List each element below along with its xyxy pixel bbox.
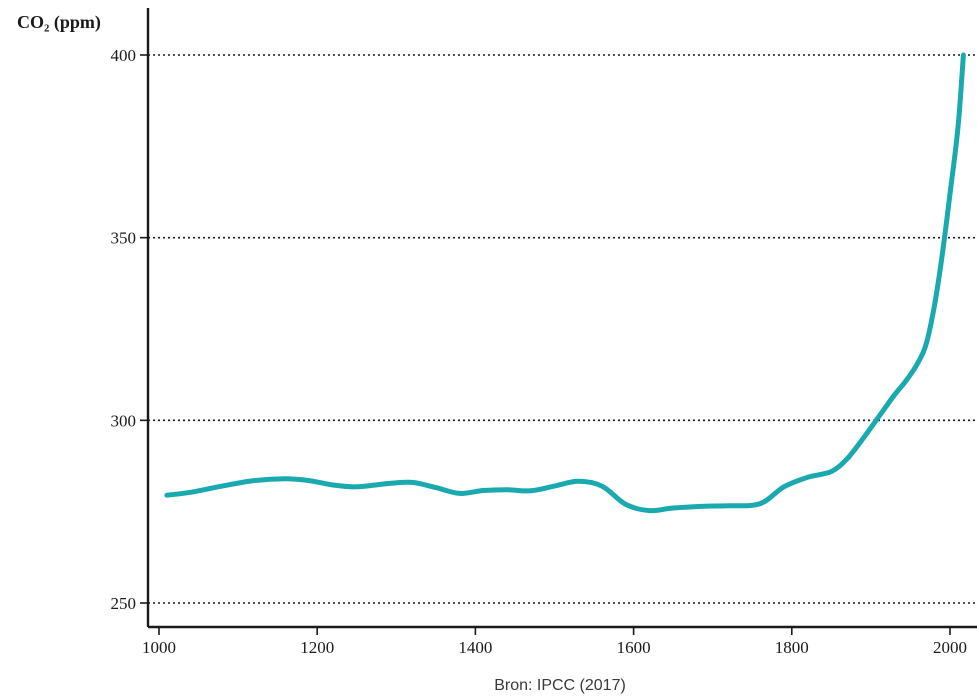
y-tick-label-350: 350	[111, 229, 137, 248]
tick-labels: 250 300 350 400 1000 1200 1400 1600 1800 2000	[111, 46, 968, 657]
x-tick-label-2000: 2000	[933, 638, 967, 657]
y-tick-label-300: 300	[111, 411, 137, 430]
series-line-0	[164, 52, 966, 514]
x-tick-label-1200: 1200	[300, 638, 334, 657]
y-tick-label-400: 400	[111, 46, 137, 65]
x-tick-label-1600: 1600	[617, 638, 651, 657]
x-tick-label-1800: 1800	[775, 638, 809, 657]
series-layer	[164, 52, 966, 514]
gridlines	[148, 54, 977, 604]
axes	[140, 8, 977, 635]
y-axis-label: CO₂ (ppm)	[17, 12, 101, 33]
y-tick-label-250: 250	[111, 594, 137, 613]
source-note: Bron: IPCC (2017)	[494, 677, 626, 694]
x-tick-label-1400: 1400	[458, 638, 492, 657]
x-tick-label-1000: 1000	[142, 638, 176, 657]
